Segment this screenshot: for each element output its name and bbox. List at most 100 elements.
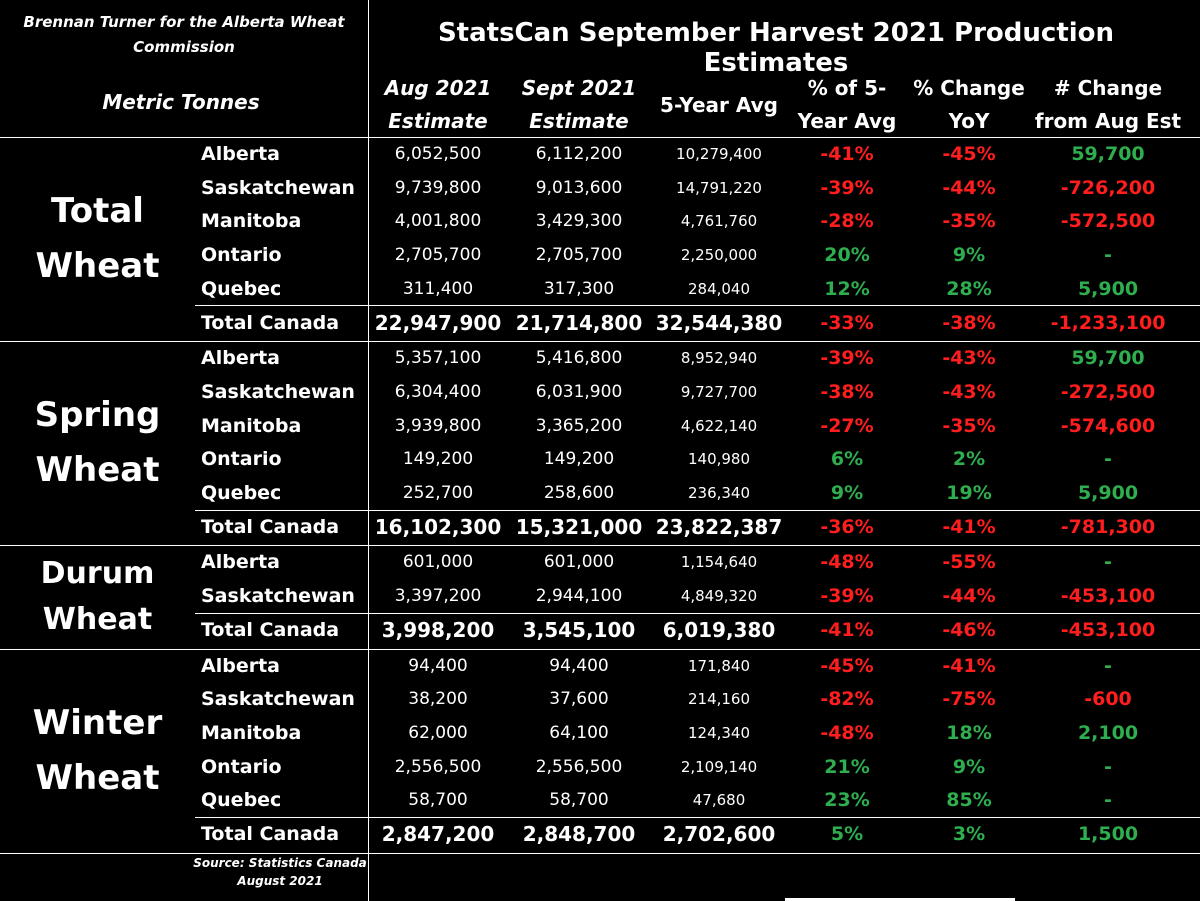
cell-change: 5,900 xyxy=(1077,277,1139,300)
cell-sept: 2,944,100 xyxy=(535,586,623,607)
cell-change: -574,600 xyxy=(1060,414,1156,437)
table-row: Saskatchewan 9,739,800 9,013,600 14,791,220… xyxy=(0,172,1200,206)
province-label: Total Canada xyxy=(201,823,340,845)
horizontal-rule xyxy=(0,137,1200,138)
horizontal-rule xyxy=(195,613,1200,614)
cell-avg: 236,340 xyxy=(687,484,751,502)
cell-change: - xyxy=(1104,755,1112,778)
cell-pct-avg: 9% xyxy=(830,482,864,504)
province-label: Saskatchewan xyxy=(201,176,355,199)
cell-yoy: -44% xyxy=(942,176,996,199)
horizontal-rule xyxy=(0,853,1200,854)
cell-avg: 284,040 xyxy=(687,279,751,298)
column-header-line-1: Aug 2021 xyxy=(384,76,492,100)
province-label: Quebec xyxy=(201,277,282,300)
cell-sept: 6,031,900 xyxy=(535,381,623,402)
cell-aug: 16,102,300 xyxy=(374,514,502,539)
total-row: Total Canada 2,847,200 2,848,700 2,702,600 5… xyxy=(0,818,1200,852)
cell-change: 5,900 xyxy=(1077,482,1139,504)
cell-pct-avg: 12% xyxy=(824,277,870,300)
group-label-line-1: Durum xyxy=(40,555,155,591)
total-row: Total Canada 22,947,900 21,714,800 32,544,3… xyxy=(0,307,1200,341)
cell-change: 59,700 xyxy=(1071,143,1145,165)
cell-pct-avg: 5% xyxy=(830,823,864,845)
cell-avg: 47,680 xyxy=(692,791,746,810)
province-label: Total Canada xyxy=(201,311,340,334)
cell-aug: 311,400 xyxy=(402,278,474,299)
cell-change: - xyxy=(1104,244,1112,267)
province-label: Saskatchewan xyxy=(201,380,355,403)
cell-avg: 6,019,380 xyxy=(662,617,776,642)
group-label: Spring Wheat xyxy=(0,388,195,498)
province-label: Total Canada xyxy=(201,515,340,538)
cell-avg: 4,761,760 xyxy=(680,212,758,231)
cell-aug: 601,000 xyxy=(402,552,474,573)
cell-sept: 15,321,000 xyxy=(515,514,643,539)
province-label: Manitoba xyxy=(201,721,302,744)
group-label: Total Wheat xyxy=(0,184,195,294)
table-row: Manitoba 4,001,800 3,429,300 4,761,760 -28% -… xyxy=(0,205,1200,239)
column-header: Aug 2021 Estimate xyxy=(348,72,528,138)
cell-sept: 317,300 xyxy=(543,278,615,299)
cell-pct-avg: -41% xyxy=(820,618,874,641)
horizontal-rule xyxy=(195,817,1200,818)
group-label-line-1: Spring xyxy=(34,395,161,436)
cell-yoy: -44% xyxy=(942,585,996,608)
cell-yoy: 28% xyxy=(946,277,992,300)
cell-yoy: 18% xyxy=(946,721,992,744)
cell-pct-avg: 21% xyxy=(824,755,870,778)
cell-yoy: 19% xyxy=(946,482,992,504)
cell-sept: 21,714,800 xyxy=(515,310,643,335)
cell-pct-avg: -48% xyxy=(820,721,874,744)
column-header: 5-Year Avg xyxy=(660,93,778,117)
cell-yoy: -41% xyxy=(942,515,996,538)
cell-aug: 22,947,900 xyxy=(374,310,502,335)
cell-change: - xyxy=(1104,654,1112,677)
cell-change: -453,100 xyxy=(1060,618,1156,641)
group-label-line-2: Wheat xyxy=(35,757,160,798)
table-row: Saskatchewan 6,304,400 6,031,900 9,727,700 -… xyxy=(0,376,1200,410)
cell-pct-avg: -28% xyxy=(820,210,874,233)
cell-pct-avg: 6% xyxy=(830,448,864,471)
cell-pct-avg: 20% xyxy=(824,244,870,267)
group-label-line-1: Total xyxy=(51,191,144,232)
province-label: Alberta xyxy=(201,654,280,677)
source-line-2: August 2021 xyxy=(237,874,323,888)
cell-aug: 94,400 xyxy=(408,655,468,676)
cell-change: - xyxy=(1104,448,1112,471)
cell-yoy: -46% xyxy=(942,618,996,641)
table-row: Ontario 2,556,500 2,556,500 2,109,140 21% 9% - xyxy=(0,751,1200,785)
column-header-line-2: Year Avg xyxy=(797,109,897,133)
cell-pct-avg: -41% xyxy=(820,143,874,165)
province-label: Manitoba xyxy=(201,414,302,437)
cell-change: -781,300 xyxy=(1060,515,1156,538)
province-label: Ontario xyxy=(201,244,282,267)
cell-avg: 124,340 xyxy=(687,723,751,742)
cell-yoy: 2% xyxy=(952,448,986,471)
cell-aug: 62,000 xyxy=(408,722,468,743)
cell-sept: 64,100 xyxy=(549,722,609,743)
province-label: Ontario xyxy=(201,755,282,778)
cell-sept: 258,600 xyxy=(543,483,615,503)
cell-avg: 4,622,140 xyxy=(680,416,758,435)
cell-aug: 6,304,400 xyxy=(394,381,482,402)
cell-sept: 94,400 xyxy=(549,655,609,676)
cell-yoy: 85% xyxy=(946,789,992,812)
column-header: % of 5- Year Avg xyxy=(757,72,937,138)
cell-pct-avg: -36% xyxy=(820,515,874,538)
province-label: Quebec xyxy=(201,482,282,504)
cell-aug: 2,847,200 xyxy=(381,822,495,846)
cell-aug: 9,739,800 xyxy=(394,177,482,198)
cell-pct-avg: -82% xyxy=(820,688,874,711)
column-header-line-2: Estimate xyxy=(529,109,629,133)
province-label: Alberta xyxy=(201,551,280,574)
cell-sept: 2,848,700 xyxy=(522,822,636,846)
cell-aug: 2,705,700 xyxy=(394,245,482,266)
group-label-line-2: Wheat xyxy=(42,601,153,637)
cell-avg: 32,544,380 xyxy=(655,310,783,335)
cell-change: -1,233,100 xyxy=(1050,311,1166,334)
table-row: Manitoba 3,939,800 3,365,200 4,622,140 -27% -… xyxy=(0,410,1200,444)
horizontal-rule xyxy=(195,305,1200,306)
column-header-line-1: Sept 2021 xyxy=(521,76,637,100)
